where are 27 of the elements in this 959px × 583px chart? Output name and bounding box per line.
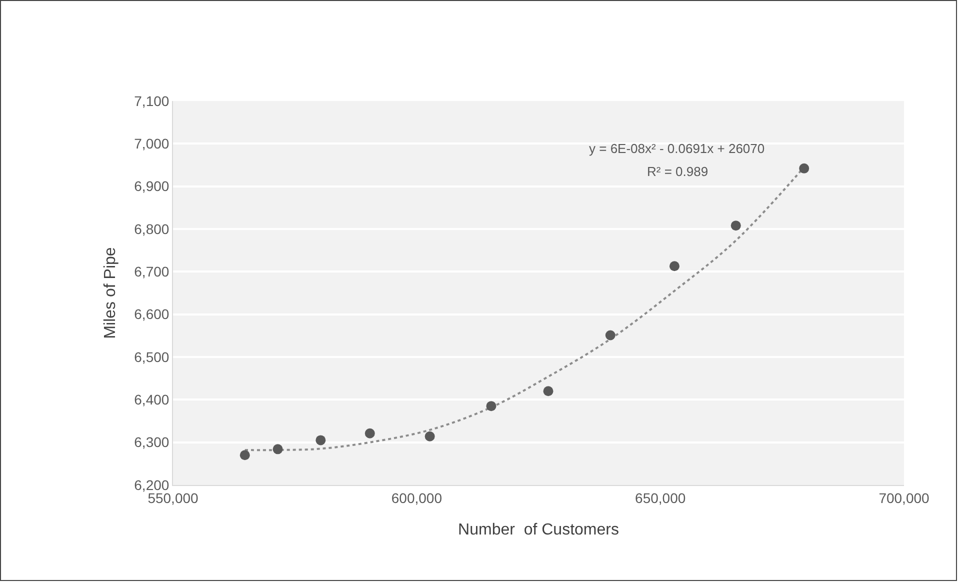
point (424, 431, 435, 442)
y-tick-label: 6,600 (134, 306, 170, 322)
y-tick-label: 6,500 (134, 348, 170, 365)
point (486, 401, 496, 412)
point (669, 261, 680, 272)
y-tick-label: 6,800 (134, 220, 170, 237)
y-tick-label: 6,700 (134, 264, 170, 280)
x-tick-label: 700,000 (878, 490, 930, 506)
x-tick-label: 600,000 (391, 490, 442, 506)
annotation: y = 6E-08x² - 0.0691x + 26070 (589, 141, 765, 156)
y-tick-label: 6,400 (134, 392, 170, 408)
point (730, 220, 741, 231)
point (605, 330, 616, 340)
point (799, 163, 810, 174)
point (240, 450, 250, 460)
y-tick-label: 6,900 (134, 178, 170, 194)
y-tick-label: 7,100 (134, 92, 170, 109)
y-tick-label: 7,000 (134, 136, 170, 152)
annotation: R² = 0.989 (647, 164, 708, 179)
point (272, 444, 283, 454)
y-tick-label: 6,300 (134, 434, 170, 450)
point (316, 435, 326, 446)
y-axis-title: Miles of Pipe (102, 247, 120, 339)
point (364, 428, 375, 438)
x-axis-title: Number of Customers (458, 522, 619, 538)
x-tick-label: 650,000 (635, 490, 686, 506)
point (543, 386, 554, 396)
